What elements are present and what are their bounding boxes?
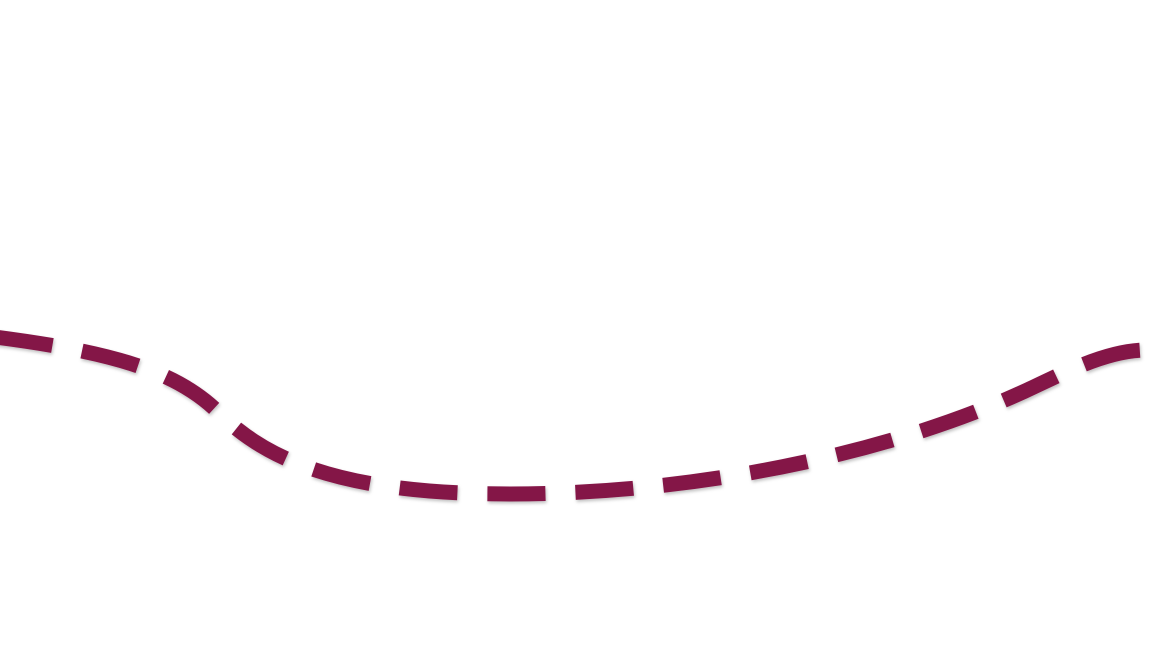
- dashed-curve: [0, 330, 1149, 502]
